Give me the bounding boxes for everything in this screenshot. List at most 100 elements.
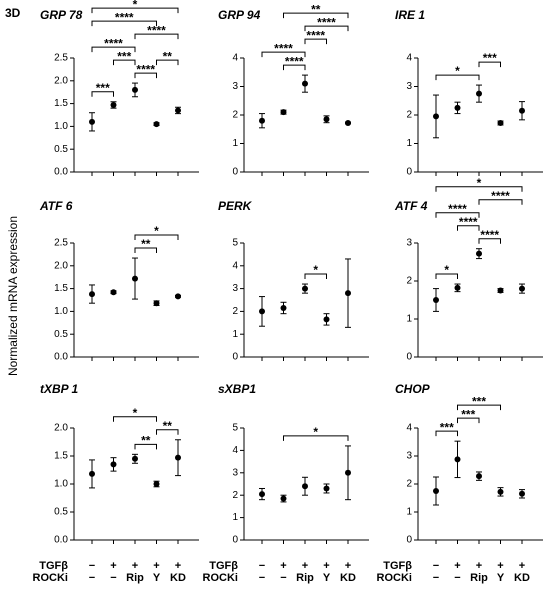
data-point (497, 488, 504, 495)
data-point (110, 101, 117, 108)
y-tick-label: 2.0 (54, 260, 68, 271)
condition-label: − (259, 560, 265, 572)
y-tick-label: 1 (232, 329, 238, 340)
sig-label: **** (274, 41, 293, 55)
condition-label: − (454, 572, 460, 584)
condition-name: TGFβ (383, 560, 412, 572)
y-tick-label: 0.0 (54, 167, 68, 178)
sig-bracket (283, 12, 349, 19)
data-point (280, 495, 287, 502)
sig-bracket (113, 59, 136, 66)
sig-label: **** (317, 15, 336, 29)
data-point (433, 488, 439, 494)
data-point (323, 316, 330, 323)
sig-bracket (435, 430, 458, 437)
sig-bracket (156, 429, 179, 435)
sig-label: *** (461, 407, 475, 421)
data-point (433, 297, 439, 303)
condition-name: ROCKi (203, 572, 238, 584)
sig-label: ** (163, 49, 173, 63)
y-tick-label: 0.0 (54, 535, 68, 546)
y-tick-label: 0 (406, 167, 412, 178)
sig-bracket (478, 238, 501, 244)
sig-bracket (283, 64, 306, 71)
condition-label: Y (323, 572, 331, 584)
condition-label: + (454, 560, 460, 572)
condition-label: + (345, 560, 351, 572)
y-tick-label: 4 (232, 260, 238, 271)
sig-bracket (478, 61, 501, 68)
y-tick-label: 2.0 (54, 423, 68, 434)
condition-name: ROCKi (33, 572, 68, 584)
condition-label: + (519, 560, 525, 572)
sig-label: **** (491, 189, 510, 203)
y-tick-label: 0.5 (54, 507, 68, 518)
y-tick-label: 0 (406, 352, 412, 363)
condition-label: KD (514, 572, 530, 584)
sig-bracket (156, 59, 179, 66)
y-tick-label: 3 (406, 81, 412, 92)
data-point (132, 455, 138, 462)
sig-bracket (134, 443, 157, 450)
sig-label: * (444, 263, 449, 277)
data-point (132, 275, 138, 282)
y-axis-label: Normalized mRNA expression (6, 216, 20, 376)
y-tick-label: 1 (232, 138, 238, 149)
data-point (519, 285, 525, 292)
condition-label: − (89, 572, 95, 584)
data-point (454, 104, 461, 111)
condition-label: − (433, 560, 439, 572)
data-point (175, 293, 181, 300)
sig-label: *** (483, 51, 497, 65)
sig-bracket (283, 435, 349, 441)
sig-bracket (478, 199, 523, 205)
y-tick-label: 2 (232, 306, 238, 317)
y-tick-label: 3 (232, 283, 238, 294)
sig-label: * (455, 64, 460, 78)
y-tick-label: 4 (406, 423, 412, 434)
data-point (302, 285, 308, 292)
sig-bracket (457, 225, 480, 231)
y-tick-label: 3 (406, 238, 412, 249)
condition-label: + (110, 560, 116, 572)
sig-label: *** (472, 394, 486, 408)
condition-label: − (280, 572, 286, 584)
sig-bracket (435, 74, 480, 81)
y-tick-label: 2.5 (54, 238, 68, 249)
sig-label: * (313, 425, 318, 439)
data-point (132, 86, 138, 93)
condition-label: Rip (470, 572, 488, 584)
data-point (476, 250, 482, 257)
data-point (454, 456, 461, 463)
sig-bracket (91, 7, 179, 14)
y-tick-label: 2 (232, 110, 238, 121)
panel-title: sXBP1 (218, 382, 256, 396)
y-tick-label: 1.5 (54, 283, 68, 294)
condition-label: + (175, 560, 181, 572)
data-point (345, 119, 351, 126)
sig-bracket (134, 247, 157, 254)
y-tick-label: 1 (406, 507, 412, 518)
y-tick-label: 2 (406, 276, 412, 287)
sig-label: **** (147, 23, 166, 37)
data-point (280, 304, 287, 311)
sig-label: **** (104, 36, 123, 50)
condition-label: + (323, 560, 329, 572)
data-point (175, 454, 181, 461)
condition-label: + (132, 560, 138, 572)
data-point (153, 481, 160, 487)
sig-label: **** (115, 10, 134, 24)
sig-label: ** (163, 419, 173, 433)
y-tick-label: 2 (232, 490, 238, 501)
data-point (302, 483, 308, 490)
condition-label: − (433, 572, 439, 584)
sig-label: **** (285, 54, 304, 68)
sig-bracket (304, 273, 327, 280)
data-point (519, 490, 525, 497)
y-tick-label: 4 (406, 53, 412, 64)
y-tick-label: 1 (232, 512, 238, 523)
sig-label: *** (440, 420, 454, 434)
y-tick-label: 1.5 (54, 98, 68, 109)
condition-label: Rip (296, 572, 314, 584)
